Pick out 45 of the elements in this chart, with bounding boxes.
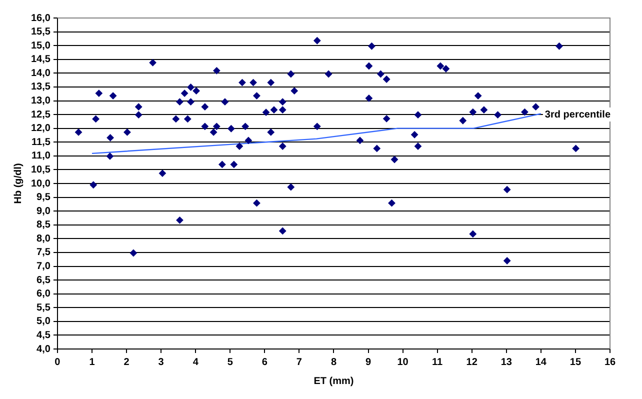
- y-tick-label: 5,0: [36, 316, 51, 328]
- x-tick-label: 2: [124, 356, 130, 368]
- y-tick-label: 14,0: [30, 68, 51, 79]
- x-tick-label: 8: [330, 356, 337, 368]
- y-tick-label: 8,0: [36, 233, 51, 244]
- y-tick-label: 12,5: [30, 109, 51, 120]
- y-tick-label: 4,5: [36, 330, 51, 341]
- x-tick-label: 0: [54, 356, 61, 368]
- y-tick-label: 4,0: [36, 344, 51, 355]
- x-tick-label: 13: [500, 356, 512, 368]
- y-tick-label: 13,5: [30, 82, 51, 93]
- y-tick-label: 9,0: [36, 206, 51, 217]
- y-tick-label: 16,0: [30, 12, 51, 24]
- y-tick-label: 7,0: [36, 261, 51, 272]
- y-tick-label: 7,5: [36, 247, 51, 258]
- x-tick-label: 15: [570, 356, 582, 368]
- x-axis-title: ET (mm): [314, 376, 354, 387]
- y-tick-label: 11,0: [32, 150, 51, 162]
- y-tick-label: 10,0: [30, 178, 51, 190]
- y-tick-label: 8,5: [36, 220, 51, 231]
- y-tick-label: 5,5: [36, 302, 51, 314]
- x-tick-label: 11: [432, 356, 444, 368]
- y-tick-label: 12,0: [30, 123, 51, 134]
- x-tick-label: 16: [604, 356, 616, 368]
- x-tick-label: 3: [158, 356, 164, 368]
- x-tick-label: 14: [535, 356, 547, 368]
- x-tick-label: 12: [466, 356, 478, 368]
- y-tick-label: 15,0: [30, 40, 51, 52]
- y-tick-label: 6,0: [36, 288, 51, 300]
- y-tick-label: 15,5: [30, 26, 51, 38]
- x-tick-label: 4: [192, 356, 199, 368]
- y-tick-label: 14,5: [30, 54, 51, 66]
- y-tick-label: 10,5: [30, 164, 51, 176]
- x-tick-label: 7: [296, 356, 302, 368]
- x-tick-label: 9: [365, 356, 372, 368]
- annotation: 3rd percentile: [544, 109, 611, 120]
- y-tick-label: 9,5: [36, 192, 51, 204]
- y-tick-label: 11,5: [32, 136, 51, 148]
- y-axis-title: Hb (g/dl): [12, 163, 24, 204]
- y-tick-label: 13,0: [30, 96, 51, 106]
- x-tick-label: 1: [89, 356, 96, 368]
- y-tick-label: 6,5: [36, 274, 51, 286]
- x-tick-label: 5: [227, 356, 234, 368]
- x-tick-label: 10: [397, 356, 409, 368]
- x-tick-label: 6: [262, 356, 268, 368]
